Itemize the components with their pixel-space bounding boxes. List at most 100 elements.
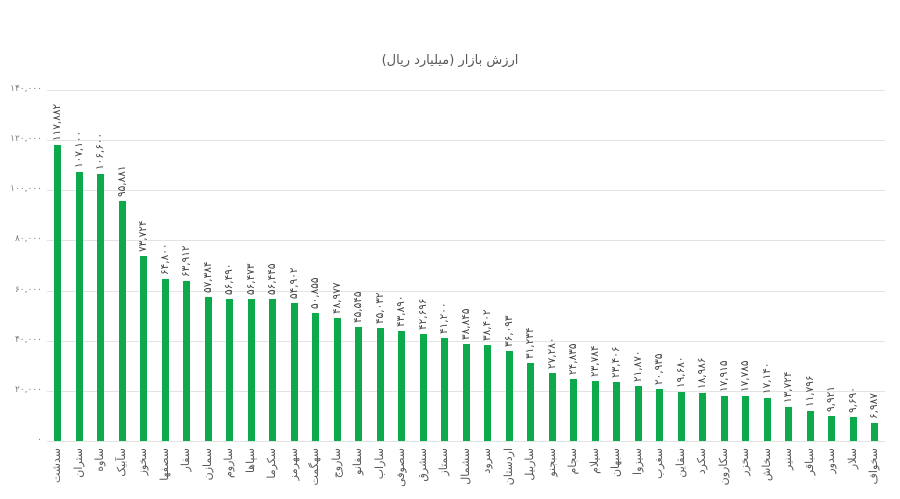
bar <box>656 388 663 441</box>
bar-value-label: ۴۲,۶۹۶ <box>416 298 429 330</box>
bar-value-label: ۱۱۷,۸۸۲ <box>51 104 63 142</box>
bar <box>527 362 534 441</box>
x-axis-category-label: ستران <box>71 448 85 478</box>
bar <box>828 416 835 441</box>
x-axis-category-label: سصفها <box>157 448 171 481</box>
bar <box>871 423 878 441</box>
bar <box>312 313 319 441</box>
bar <box>247 299 255 441</box>
bar <box>333 318 341 441</box>
bar-value-label: ۴۵,۰۳۲ <box>373 292 386 325</box>
bar <box>161 278 169 441</box>
bar <box>591 381 599 441</box>
gridline <box>47 340 885 342</box>
x-axis-category-label: سکرد <box>695 448 708 475</box>
y-axis-tick-label: ۶۰,۰۰۰ <box>14 284 42 295</box>
y-axis-tick-label: ۱۰۰,۰۰۰ <box>10 184 42 195</box>
y-axis-tick-label: ۸۰,۰۰۰ <box>14 234 42 245</box>
bar-value-label: ۶,۹۸۷ <box>868 393 880 420</box>
x-axis-category-label: سنیر <box>781 448 794 470</box>
bar-value-label: ۱۷,۱۴۰ <box>760 362 773 395</box>
x-axis-category-label: سپاها <box>243 448 257 474</box>
x-axis-category-label: سخواف <box>867 448 880 485</box>
gridline <box>47 240 885 242</box>
bar-value-label: ۵۶,۴۴۵ <box>266 263 278 296</box>
x-axis-category-label: ساربیل <box>523 448 536 481</box>
bar <box>140 256 147 441</box>
bar-value-label: ۵۷,۳۸۴ <box>201 261 214 294</box>
bar-value-label: ۲۴,۸۳۵ <box>567 343 579 375</box>
bar <box>742 396 749 441</box>
gridline <box>47 140 885 142</box>
bar <box>118 200 126 441</box>
bar-value-label: ۱۷,۹۱۵ <box>717 360 730 393</box>
bar <box>355 326 362 441</box>
x-axis-category-label: سهرمز <box>286 448 300 481</box>
bar <box>570 378 577 441</box>
x-axis-category-label: ساروج <box>329 448 343 479</box>
bar <box>204 297 212 441</box>
x-axis-category-label: سبهان <box>609 448 622 478</box>
x-axis-category-label: سفانو <box>351 448 364 475</box>
x-axis-category-label: سلار <box>845 448 859 470</box>
x-axis-category-label: سقاین <box>673 448 687 478</box>
bar-value-label: ۴۳,۸۹۰ <box>395 295 407 327</box>
bar <box>398 330 405 441</box>
x-axis-category-label: سیزوا <box>630 448 644 475</box>
x-axis-category-label: سدور <box>824 448 837 474</box>
bar-value-label: ۱۸,۹۸۶ <box>696 357 708 390</box>
gridline <box>47 290 885 292</box>
x-axis-category-label: سدشت <box>50 448 63 484</box>
bar <box>54 145 61 441</box>
x-axis-category-label: سمازن <box>200 448 214 481</box>
x-axis-category-label: ساوه <box>93 448 106 472</box>
y-axis-tick-label: ۲۰,۰۰۰ <box>14 384 42 395</box>
bar <box>806 411 814 441</box>
bar <box>226 299 233 441</box>
bar <box>505 350 513 441</box>
bar-value-label: ۱۱,۷۹۶ <box>803 375 816 408</box>
bar <box>763 398 771 441</box>
x-axis-category-label: سمتاز <box>437 448 450 476</box>
bar <box>699 393 706 441</box>
bar-value-label: ۶۴,۸۰۰ <box>158 242 171 275</box>
bar-value-label: ۴۸,۹۷۷ <box>330 282 343 315</box>
y-axis-tick-label: ۰ <box>37 435 42 445</box>
bar-value-label: ۱۹,۶۸۰ <box>674 356 687 388</box>
bar-value-label: ۷۳,۷۲۴ <box>137 220 149 253</box>
bar <box>634 386 642 441</box>
bar <box>75 172 83 441</box>
gridline <box>47 190 885 192</box>
bar <box>269 299 276 441</box>
x-axis-category-label: سکرما <box>265 448 278 479</box>
bar-value-label: ۴۵,۵۴۵ <box>352 291 364 323</box>
x-axis-category-label: سآبیک <box>114 448 128 477</box>
y-axis-tick-label: ۴۰,۰۰۰ <box>14 334 42 345</box>
bar-value-label: ۳۱,۲۳۴ <box>524 327 536 359</box>
bar-value-label: ۵۶,۴۷۳ <box>244 263 257 296</box>
bar <box>484 344 491 441</box>
y-axis-tick-label: ۱۴۰,۰۰۰ <box>10 84 42 94</box>
x-axis-category-label: اردستان <box>501 448 515 486</box>
bar-value-label: ۱۰۶,۶۰۰ <box>94 132 106 170</box>
bar-value-label: ۲۷,۲۸۰ <box>545 337 558 369</box>
bar-value-label: ۹,۶۹۰ <box>846 386 859 413</box>
bar <box>720 396 728 441</box>
x-axis-category-label: سیلام <box>587 448 601 474</box>
chart-title: ارزش بازار (میلیارد ریال) <box>381 53 519 68</box>
gridline <box>47 90 885 91</box>
bar-value-label: ۳۸,۸۴۵ <box>459 308 472 340</box>
bar <box>785 406 792 441</box>
x-axis-category-label: ساراب <box>372 448 386 480</box>
x-axis-category-label: سکارون <box>716 448 730 486</box>
x-axis-category-label: سخاش <box>759 448 773 482</box>
bar-value-label: ۳۶,۰۹۳ <box>502 314 515 347</box>
bar <box>548 372 556 441</box>
bar-value-label: ۲۳,۷۸۴ <box>588 345 601 378</box>
x-axis-category-label: سصوفی <box>394 448 407 487</box>
bar-value-label: ۹,۹۲۱ <box>825 386 837 413</box>
bar-value-label: ۵۰,۸۵۵ <box>309 277 321 310</box>
bar <box>677 391 685 441</box>
bar <box>376 328 384 441</box>
